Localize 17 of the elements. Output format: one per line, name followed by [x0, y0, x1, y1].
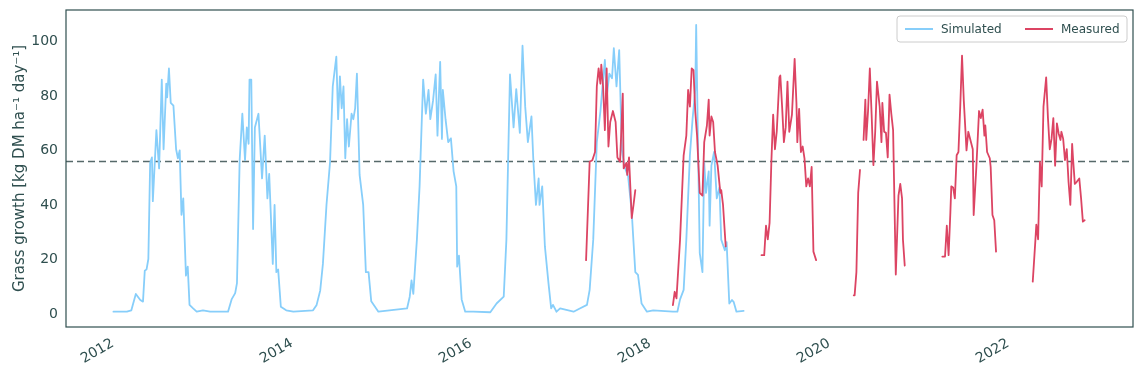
y-tick-label: 60 [40, 141, 58, 158]
line-series [585, 63, 637, 262]
line-series [760, 57, 818, 262]
line-series [1031, 76, 1086, 283]
line-series [852, 169, 861, 297]
y-tick-label: 100 [31, 31, 58, 48]
y-tick-label: 0 [49, 304, 58, 321]
line-series [862, 67, 906, 276]
y-tick-label: 40 [40, 195, 58, 212]
y-tick-label: 80 [40, 86, 58, 103]
legend-label: Measured [1061, 22, 1120, 37]
line-series [941, 54, 997, 258]
y-axis-title: Grass growth [kg DM ha⁻¹ day⁻¹] [10, 44, 28, 293]
line-series [112, 24, 745, 314]
line-series [672, 67, 727, 307]
y-tick-label: 20 [40, 250, 58, 267]
legend-label: Simulated [941, 22, 1002, 37]
